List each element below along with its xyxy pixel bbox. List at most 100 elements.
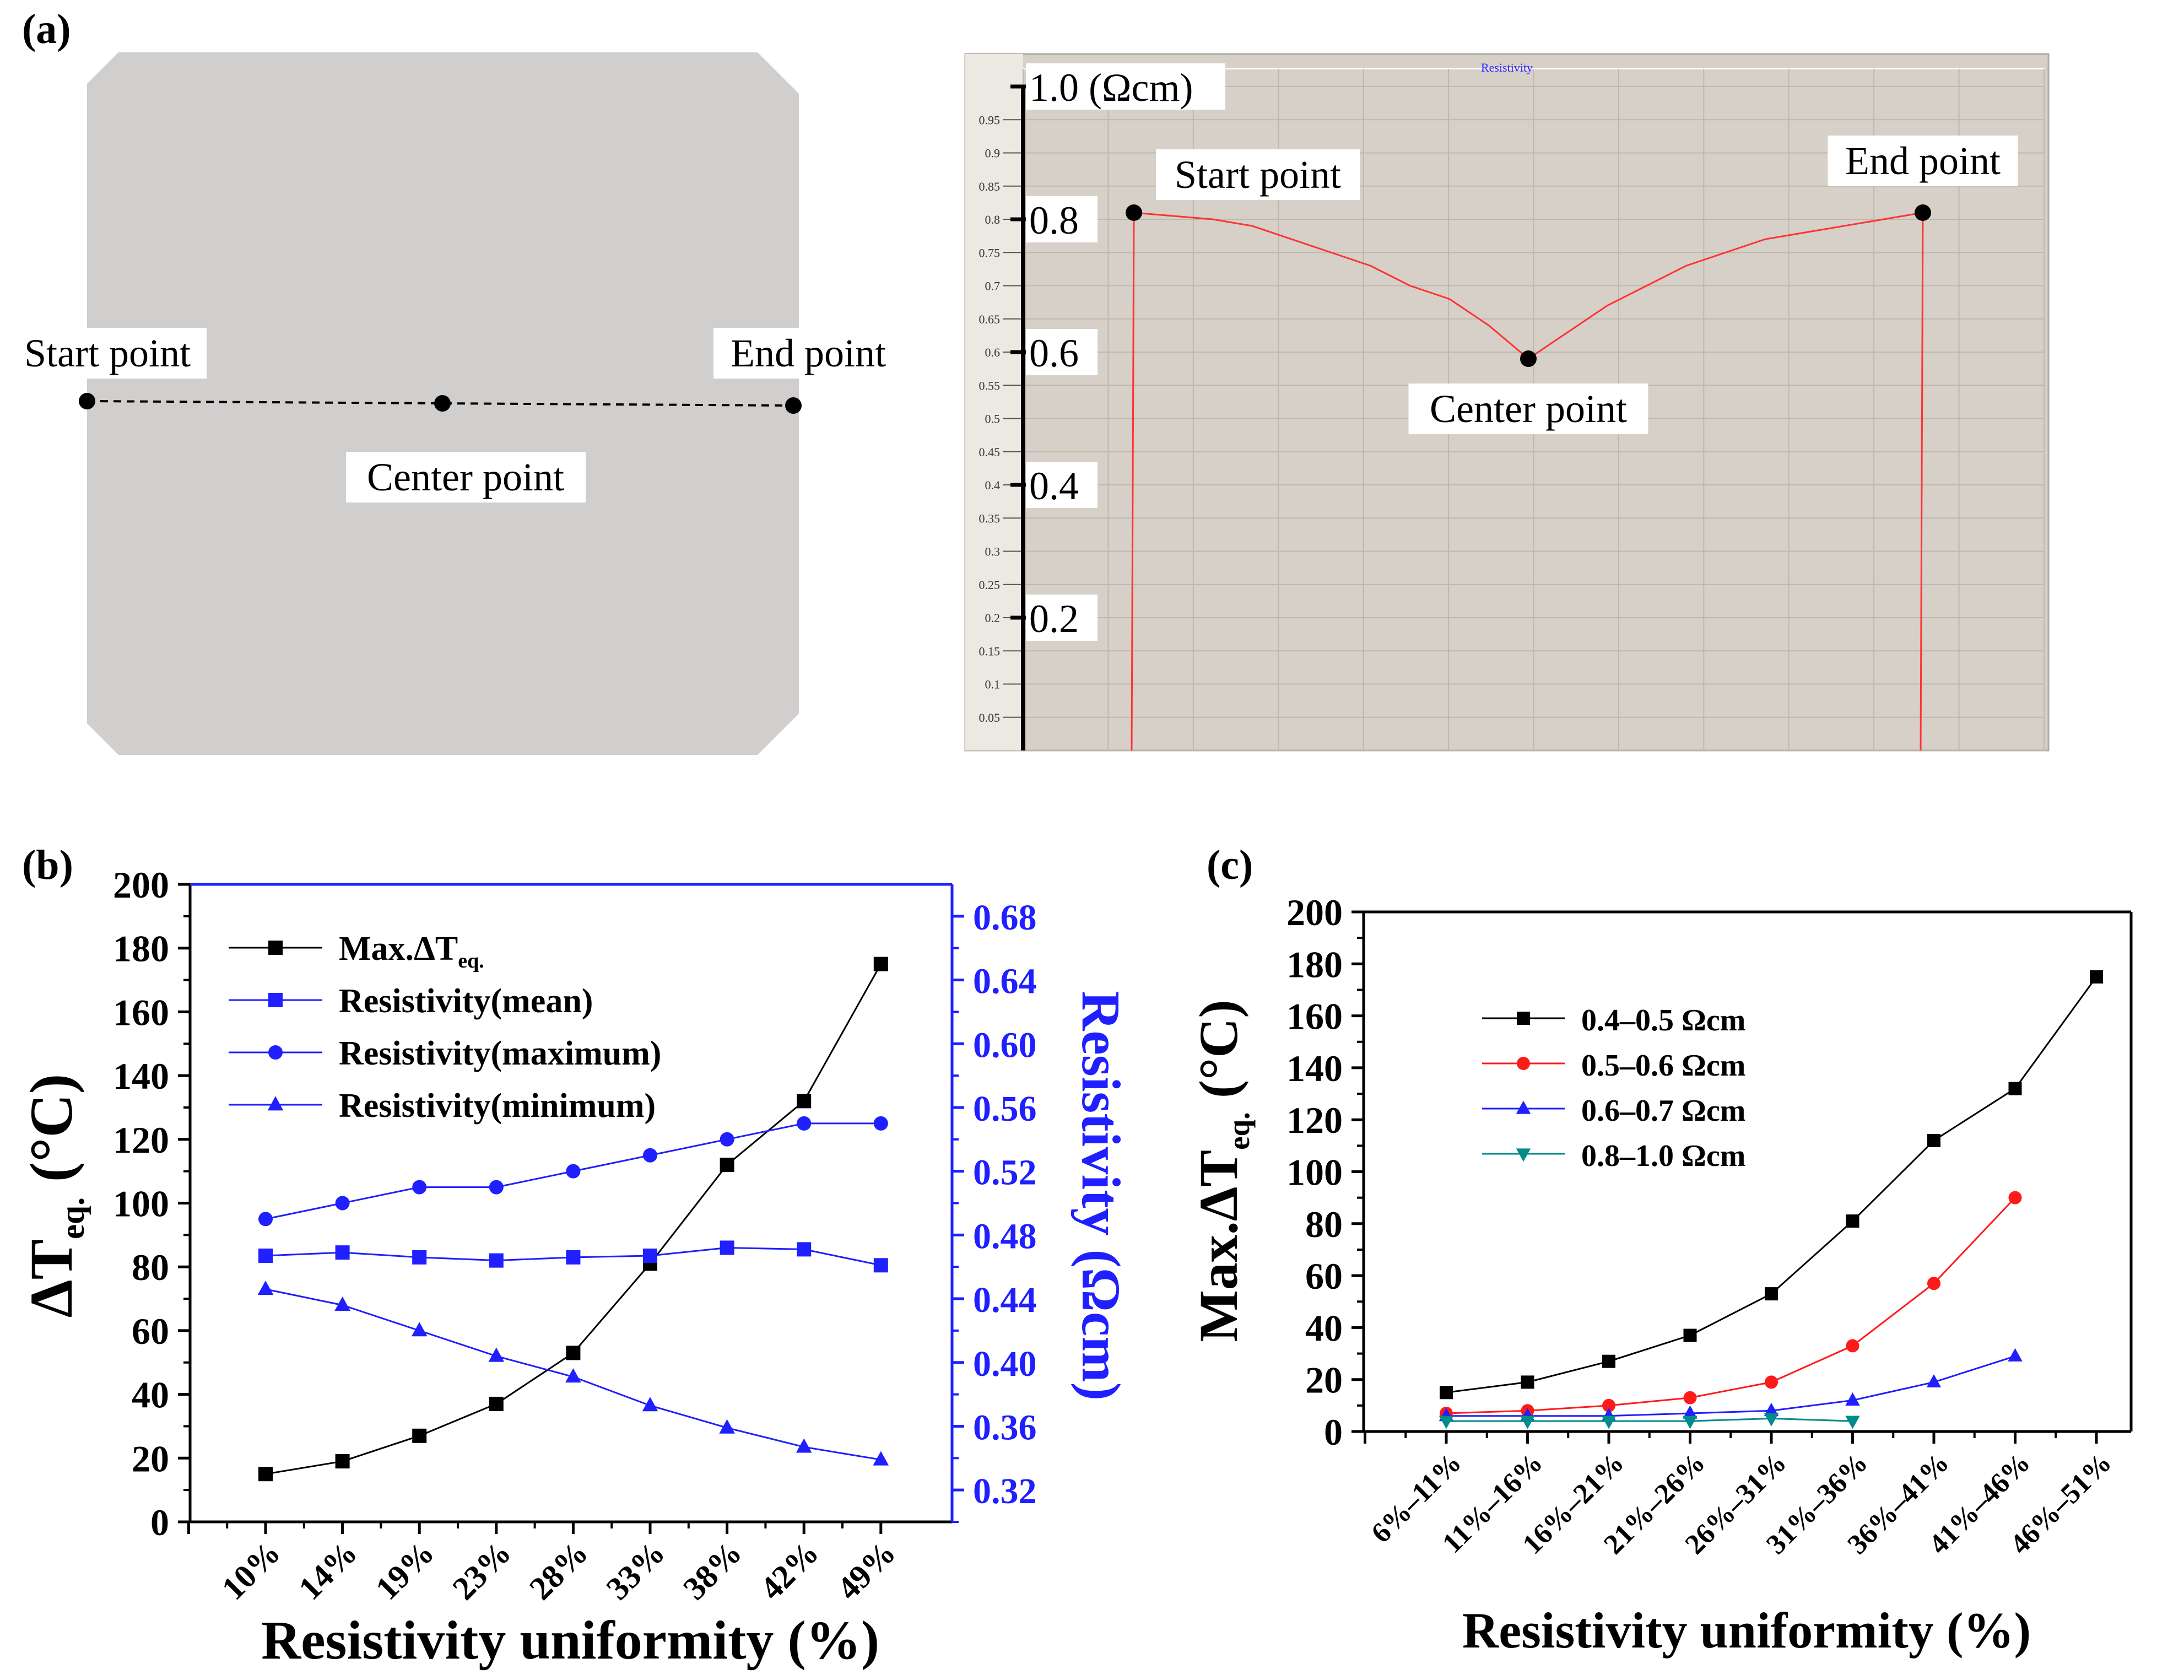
- data-point: [489, 1180, 504, 1195]
- profile-minor-tick-label: 0.95: [979, 113, 1001, 127]
- profile-start-edge: [1131, 212, 1135, 751]
- x-axis-label: Resistivity uniformity (%): [261, 1609, 879, 1671]
- profile-point-start-point: [1126, 204, 1142, 221]
- y-tick-label: 120: [1286, 1099, 1343, 1141]
- profile-label-box: [1156, 149, 1360, 200]
- legend-label-0-5-0-6-cm: 0.5–0.6 Ωcm: [1581, 1049, 1745, 1083]
- range-vs-deltat-chart: 0204060801001201401601802006%–11%11%–16%…: [1188, 892, 2133, 1659]
- y-tick-label: 40: [1305, 1307, 1343, 1349]
- data-point: [566, 1250, 581, 1265]
- x-tick-label: 10%: [215, 1535, 288, 1607]
- y-right-tick-label: 0.60: [973, 1025, 1037, 1065]
- legend-marker: [1516, 1148, 1531, 1162]
- series-0-8-1-0-cm: [1439, 1413, 1860, 1429]
- x-tick-label: 14%: [291, 1535, 364, 1607]
- profile-minor-tick-label: 0.1: [985, 678, 1001, 692]
- profile-label-center-point: Center point: [1430, 387, 1627, 431]
- profile-major-label-box: [1026, 595, 1098, 641]
- y-axis-label-unit: (°C): [1188, 1000, 1249, 1112]
- data-point: [565, 1368, 581, 1383]
- x-tick-label: 33%: [599, 1535, 672, 1607]
- legend-label-0-4-0-5-cm: 0.4–0.5 Ωcm: [1581, 1003, 1745, 1038]
- data-point: [642, 1397, 658, 1412]
- data-point: [643, 1148, 657, 1163]
- y-axis-label: ΔTeq. (°C): [18, 1074, 91, 1318]
- data-point: [873, 1116, 888, 1131]
- legend-label-max-t: Max.ΔTeq.: [339, 930, 484, 973]
- profile-label-end-point: End point: [1845, 139, 2001, 183]
- y-right-axis-label: Resistivity (Ωcm): [1071, 991, 1132, 1401]
- y-tick-label: 80: [132, 1246, 169, 1288]
- data-point: [873, 957, 888, 971]
- legend: Max.ΔTeq. Resistivity(mean) Resistivity(ma…: [229, 930, 661, 1125]
- profile-minor-tick-label: 0.75: [979, 246, 1001, 260]
- legend-marker: [1516, 1100, 1531, 1114]
- wafer-end-label: End point: [731, 331, 886, 375]
- profile-minor-tick-label: 0.8: [985, 213, 1001, 226]
- y-tick-label: 20: [132, 1438, 169, 1479]
- y-right-tick-label: 0.48: [973, 1216, 1037, 1256]
- data-point: [797, 1116, 812, 1131]
- data-point: [412, 1180, 427, 1195]
- y-right-tick-label: 0.40: [973, 1344, 1037, 1384]
- x-axis-label: Resistivity uniformity (%): [1462, 1602, 2031, 1659]
- data-point: [1846, 1339, 1859, 1353]
- y-axis-label-main: Max.ΔT: [1188, 1150, 1249, 1342]
- profile-minor-tick-label: 0.4: [985, 478, 1001, 492]
- data-point: [488, 1347, 505, 1362]
- y-right-tick-label: 0.36: [973, 1407, 1037, 1447]
- data-point: [2008, 1082, 2022, 1095]
- x-tick-label: 19%: [369, 1535, 441, 1607]
- y-tick-label: 60: [1305, 1255, 1343, 1297]
- data-point: [1845, 1392, 1860, 1406]
- data-point: [1683, 1328, 1697, 1342]
- profile-minor-tick-label: 0.55: [979, 379, 1001, 392]
- y-right-tick-label: 0.52: [973, 1153, 1037, 1193]
- profile-minor-tick-label: 0.05: [979, 711, 1001, 725]
- legend: 0.4–0.5 Ωcm 0.5–0.6 Ωcm 0.6–0.7 Ωcm 0.8–1.0…: [1482, 1003, 1745, 1173]
- legend-marker: [1517, 1057, 1530, 1070]
- data-point: [1683, 1416, 1698, 1429]
- y-axis-label: Max.ΔTeq. (°C): [1188, 1000, 1256, 1342]
- data-point: [1765, 1287, 1778, 1301]
- legend-label-resistivity-maximum: Resistivity(maximum): [339, 1035, 661, 1072]
- profile-label-box: [1828, 135, 2018, 186]
- data-point: [1765, 1375, 1778, 1389]
- profile-minor-tick-label: 0.85: [979, 180, 1001, 193]
- data-point: [720, 1132, 734, 1147]
- uniformity-vs-deltat-chart: 0 20 40 60 80 100 120 140 160 180 200 0.32 0.36 0.40 0…: [18, 864, 1132, 1671]
- wafer-start-dot: [79, 393, 95, 409]
- panel-label-c: (c): [1207, 842, 1253, 888]
- data-point: [335, 1245, 350, 1260]
- legend-label-resistivity-mean: Resistivity(mean): [339, 982, 593, 1020]
- data-point: [1439, 1416, 1454, 1429]
- legend-marker: [268, 1045, 283, 1060]
- profile-point-end-point: [1915, 204, 1931, 221]
- legend-marker: [268, 941, 283, 955]
- data-point: [797, 1242, 812, 1257]
- x-tick-label: 23%: [445, 1535, 518, 1607]
- profile-label-start-point: Start point: [1175, 153, 1341, 197]
- data-point: [489, 1396, 504, 1411]
- data-point: [2008, 1191, 2022, 1204]
- y-tick-label: 100: [113, 1183, 169, 1225]
- y-axis-label-main: ΔT: [18, 1239, 85, 1317]
- y-tick-label: 100: [1286, 1152, 1343, 1193]
- y-tick-label: 140: [113, 1055, 169, 1097]
- y-tick-label: 140: [1286, 1047, 1343, 1089]
- y-axis-label-subscript: eq.: [55, 1197, 91, 1239]
- data-point: [1927, 1133, 1940, 1147]
- data-point: [1764, 1413, 1779, 1427]
- wafer-end-dot: [785, 397, 802, 414]
- profile-axis-strip: [965, 54, 1023, 750]
- data-point: [873, 1258, 888, 1273]
- wafer-end-label-box: [713, 328, 904, 379]
- data-point: [258, 1248, 273, 1263]
- series-max-t: [258, 957, 888, 1482]
- profile-major-tick-label: 0.4: [1029, 464, 1079, 508]
- data-point: [873, 1451, 889, 1466]
- y-tick-label: 160: [1286, 996, 1343, 1038]
- profile-minor-tick-label: 0.2: [985, 611, 1001, 625]
- y-tick-label: 0: [1324, 1411, 1343, 1453]
